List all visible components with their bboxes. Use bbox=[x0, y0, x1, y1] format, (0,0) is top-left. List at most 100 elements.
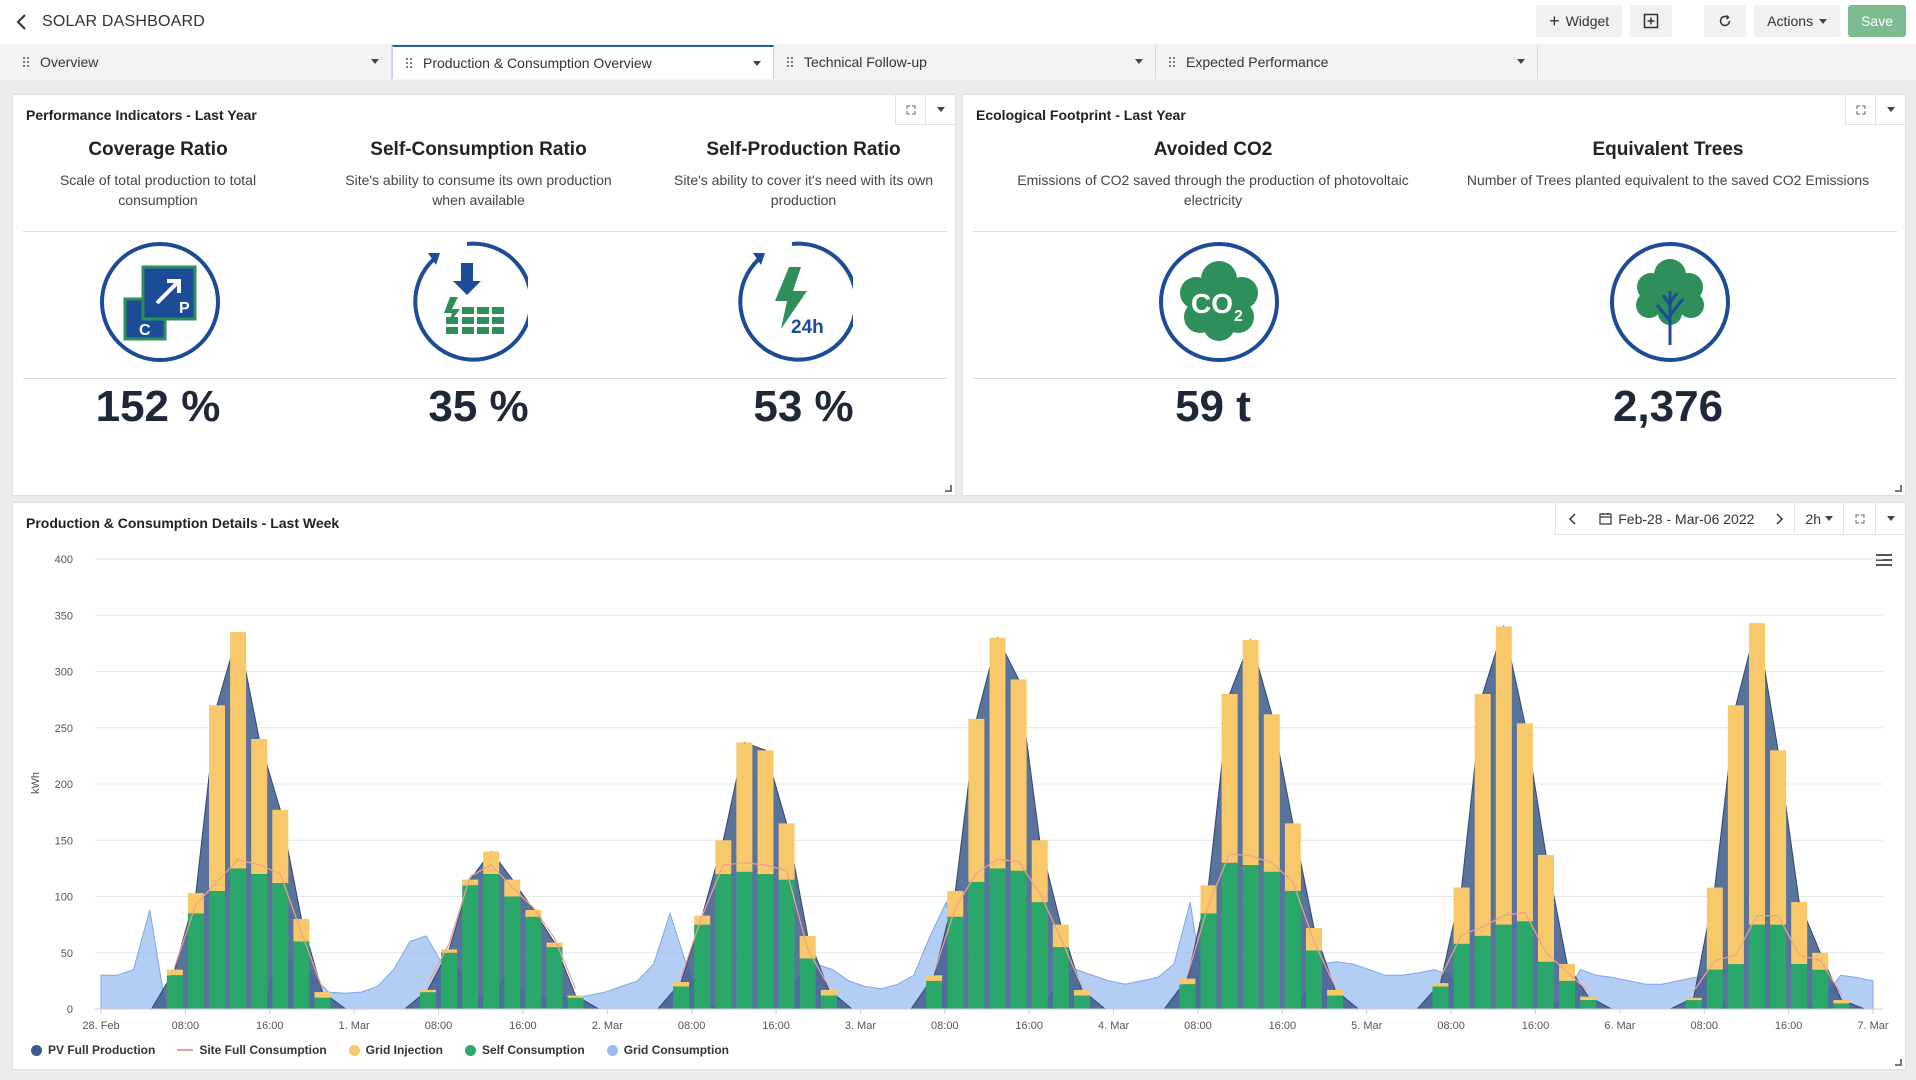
site-consumption-line bbox=[427, 864, 577, 990]
chevron-down-icon[interactable] bbox=[371, 59, 379, 64]
grid-injection-bar bbox=[166, 969, 183, 976]
self-consumption-bar bbox=[546, 947, 563, 1009]
coverage-ratio-icon: C P bbox=[100, 242, 220, 362]
self-consumption-bar bbox=[1538, 961, 1554, 1010]
y-tick-label: 250 bbox=[55, 723, 73, 735]
pv-production-area bbox=[1416, 624, 1612, 1010]
self-consumption-bar bbox=[799, 958, 816, 1009]
svg-text:24h: 24h bbox=[791, 317, 824, 338]
actions-dropdown[interactable]: Actions bbox=[1754, 5, 1841, 37]
top-actions: + Widget Actions Save bbox=[1536, 5, 1906, 37]
kpi-title: Coverage Ratio bbox=[88, 139, 228, 160]
self-consumption-bar bbox=[230, 868, 247, 1009]
drag-handle-icon[interactable] bbox=[22, 56, 30, 68]
tab-production-consumption-overview[interactable]: Production & Consumption Overview bbox=[392, 45, 774, 79]
legend-item-pv-full-production[interactable]: PV Full Production bbox=[31, 1043, 155, 1057]
x-tick-label: 08:00 bbox=[1690, 1020, 1718, 1032]
self-consumption-bar bbox=[483, 874, 500, 1009]
self-consumption-bar bbox=[1284, 890, 1301, 1009]
self-consumption-bar bbox=[1263, 871, 1280, 1010]
next-period-button[interactable] bbox=[1764, 503, 1795, 535]
resize-handle[interactable] bbox=[1895, 485, 1902, 492]
pv-production-area bbox=[1670, 622, 1865, 1010]
grid-injection-bar bbox=[272, 809, 289, 883]
kpi-value: 59 t bbox=[1175, 382, 1251, 431]
x-tick-label: 16:00 bbox=[1775, 1020, 1803, 1032]
self-consumption-bar bbox=[251, 874, 268, 1009]
interval-dropdown[interactable]: 2h bbox=[1794, 503, 1843, 535]
grid-injection-bar bbox=[1495, 626, 1512, 925]
grid-injection-bar bbox=[1284, 823, 1301, 891]
chart-context-menu-icon[interactable] bbox=[1875, 553, 1893, 567]
chevron-down-icon[interactable] bbox=[1135, 59, 1143, 64]
legend-label: Site Full Consumption bbox=[199, 1043, 327, 1057]
chevron-down-icon[interactable] bbox=[1517, 59, 1525, 64]
fullscreen-button[interactable] bbox=[1843, 503, 1875, 535]
self-consumption-bar bbox=[1200, 913, 1217, 1009]
self-consumption-bar bbox=[968, 881, 985, 1009]
tab-technical-follow-up[interactable]: Technical Follow-up bbox=[774, 45, 1156, 79]
legend-item-site-full-consumption[interactable]: Site Full Consumption bbox=[177, 1043, 327, 1057]
legend-item-self-consumption[interactable]: Self Consumption bbox=[465, 1043, 585, 1057]
y-tick-label: 200 bbox=[55, 779, 73, 791]
chevron-down-icon bbox=[936, 107, 945, 112]
grid-injection-bar bbox=[1242, 640, 1259, 865]
grid-injection-bar bbox=[293, 919, 310, 942]
grid-injection-bar bbox=[525, 910, 542, 917]
tree-icon bbox=[1610, 242, 1730, 362]
drag-handle-icon[interactable] bbox=[1168, 56, 1176, 68]
dashboard-tabs: Overview Production & Consumption Overvi… bbox=[0, 44, 1916, 80]
tab-label: Expected Performance bbox=[1186, 54, 1329, 70]
kpi-value: 35 % bbox=[428, 382, 529, 431]
self-consumption-bar bbox=[187, 913, 204, 1009]
resize-handle[interactable] bbox=[1895, 1059, 1902, 1066]
save-button[interactable]: Save bbox=[1848, 5, 1906, 37]
date-range-picker[interactable]: Feb-28 - Mar-06 2022 bbox=[1589, 503, 1765, 535]
self-consumption-bar bbox=[926, 980, 943, 1009]
grid-injection-bar bbox=[1221, 694, 1238, 863]
y-tick-label: 0 bbox=[67, 1004, 73, 1016]
fullscreen-button[interactable] bbox=[1845, 95, 1875, 125]
chevron-down-icon[interactable] bbox=[753, 61, 761, 66]
kpi-description: Emissions of CO2 saved through the produ… bbox=[1017, 172, 1409, 208]
x-tick-label: 16:00 bbox=[762, 1020, 790, 1032]
back-arrow-icon[interactable] bbox=[14, 14, 30, 30]
self-consumption-bar bbox=[462, 885, 479, 1010]
add-tab-button[interactable] bbox=[1630, 5, 1673, 37]
fullscreen-button[interactable] bbox=[895, 95, 925, 125]
add-square-icon bbox=[1643, 13, 1659, 29]
drag-handle-icon[interactable] bbox=[405, 57, 413, 69]
chevron-right-icon bbox=[1776, 512, 1784, 525]
grid-injection-bar bbox=[1327, 989, 1344, 996]
tab-expected-performance[interactable]: Expected Performance bbox=[1156, 45, 1538, 79]
panel-menu-button[interactable] bbox=[1875, 95, 1905, 125]
legend-item-grid-injection[interactable]: Grid Injection bbox=[348, 1043, 444, 1057]
tab-label: Production & Consumption Overview bbox=[423, 55, 652, 71]
grid-injection-bar bbox=[757, 750, 774, 875]
previous-period-button[interactable] bbox=[1555, 503, 1590, 535]
grid-injection-bar bbox=[1685, 997, 1702, 1001]
refresh-button[interactable] bbox=[1704, 5, 1747, 37]
x-tick-label: 08:00 bbox=[1184, 1020, 1212, 1032]
self-consumption-bar bbox=[1559, 980, 1576, 1009]
panel-menu-button[interactable] bbox=[925, 95, 955, 125]
add-widget-button[interactable]: + Widget bbox=[1536, 5, 1623, 37]
legend-item-grid-consumption[interactable]: Grid Consumption bbox=[606, 1043, 729, 1057]
grid-injection-bar bbox=[1179, 978, 1196, 985]
panel-menu-button[interactable] bbox=[1875, 503, 1905, 535]
self-consumption-bar bbox=[1306, 950, 1322, 1009]
tab-label: Overview bbox=[40, 54, 99, 70]
resize-handle[interactable] bbox=[945, 485, 952, 492]
co2-cloud-icon: CO 2 bbox=[1159, 242, 1279, 362]
chevron-down-icon bbox=[1886, 107, 1895, 112]
drag-handle-icon[interactable] bbox=[786, 56, 794, 68]
grid-injection-bar bbox=[1727, 705, 1744, 965]
legend-label: PV Full Production bbox=[48, 1043, 156, 1057]
app-title: SOLAR DASHBOARD bbox=[42, 13, 206, 30]
tab-overview[interactable]: Overview bbox=[10, 45, 392, 79]
site-consumption-line bbox=[680, 862, 830, 987]
legend-label: Grid Injection bbox=[365, 1043, 444, 1057]
x-tick-label: 3. Mar bbox=[845, 1020, 877, 1032]
x-tick-label: 7. Mar bbox=[1857, 1020, 1889, 1032]
self-consumption-bar bbox=[1770, 924, 1787, 1009]
